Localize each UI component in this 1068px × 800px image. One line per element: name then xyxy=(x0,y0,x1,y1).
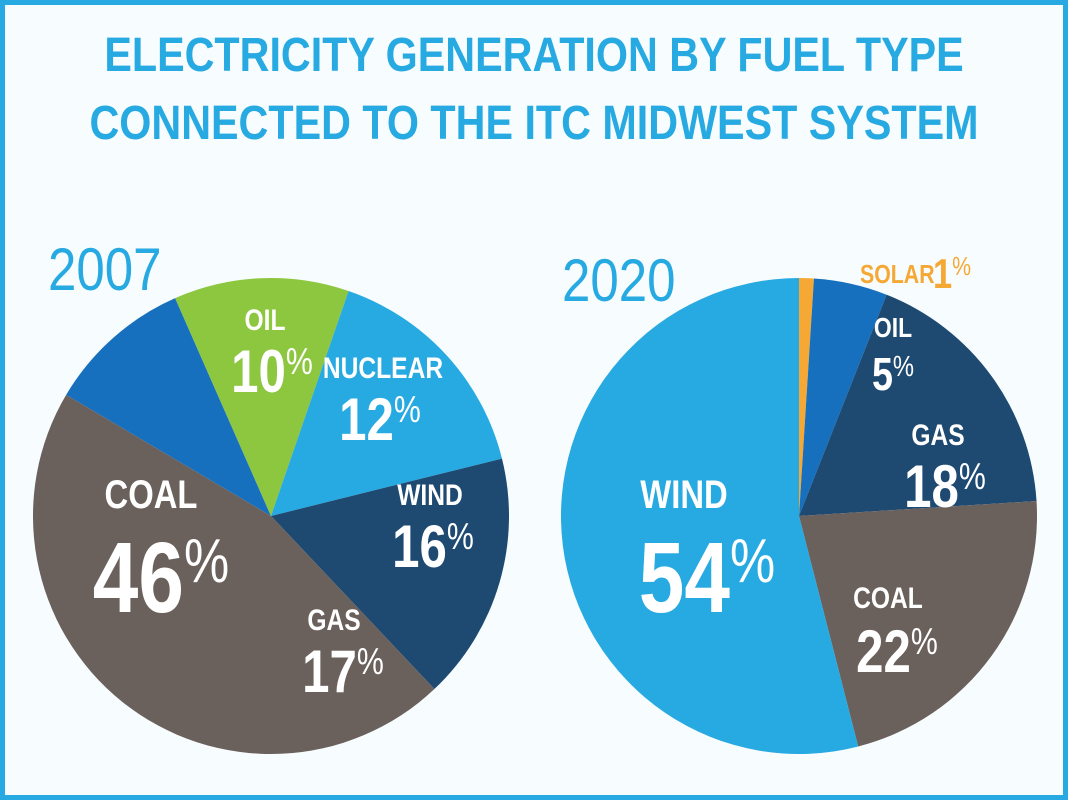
pie-2007-value-coal: 46% xyxy=(93,522,229,634)
pie-2007-value-wind: 16% xyxy=(392,512,474,580)
pie-2007-label-coal: COAL xyxy=(105,472,198,517)
pie-2007-year-label: 2007 xyxy=(48,236,162,303)
pie-2020-label-oil: OIL xyxy=(874,313,912,344)
pie-2007-label-gas: GAS xyxy=(307,603,360,637)
pie-2007-value-gas: 17% xyxy=(302,637,384,705)
pie-2007-slice-wind xyxy=(271,290,502,516)
pie-2007-value-oil: 10% xyxy=(231,337,313,405)
pie-2020-label-solar: SOLAR xyxy=(860,260,935,290)
pie-2020-value-solar: 1% xyxy=(933,251,971,298)
pie-2020-value-oil: 5% xyxy=(872,348,914,399)
pie-2020-value-wind: 54% xyxy=(639,522,775,634)
pie-2007-label-oil: OIL xyxy=(245,303,286,337)
pie-2020-label-wind: WIND xyxy=(640,472,727,517)
pie-2020-value-coal: 22% xyxy=(856,617,938,685)
pie-2020-label-gas: GAS xyxy=(911,418,964,452)
chart-title-line-2: CONNECTED TO THE ITC MIDWEST SYSTEM xyxy=(89,97,979,150)
pie-2007-label-nuclear: NUCLEAR xyxy=(323,351,443,385)
pie-2007-slice-nuclear xyxy=(175,278,349,516)
pie-2020-slice-oil xyxy=(799,278,887,516)
pie-2020-slice-coal xyxy=(799,501,1037,747)
pie-2020-year-label: 2020 xyxy=(562,247,676,314)
pie-2007-value-nuclear: 12% xyxy=(339,385,421,453)
pie-2020-label-coal: COAL xyxy=(853,581,923,615)
pie-2020-slice-solar xyxy=(799,278,814,516)
chart-title-line-1: ELECTRICITY GENERATION BY FUEL TYPE xyxy=(104,29,964,82)
pie-2007-slice-oil xyxy=(66,298,271,516)
pie-2020-value-gas: 18% xyxy=(904,452,986,520)
pie-2020-slice-wind xyxy=(560,278,859,754)
pie-2020-slice-gas xyxy=(799,294,1037,516)
pie-2007-slice-gas xyxy=(271,458,510,690)
pie-2007-slice-coal xyxy=(32,394,435,755)
pie-2007-label-wind: WIND xyxy=(397,478,463,512)
